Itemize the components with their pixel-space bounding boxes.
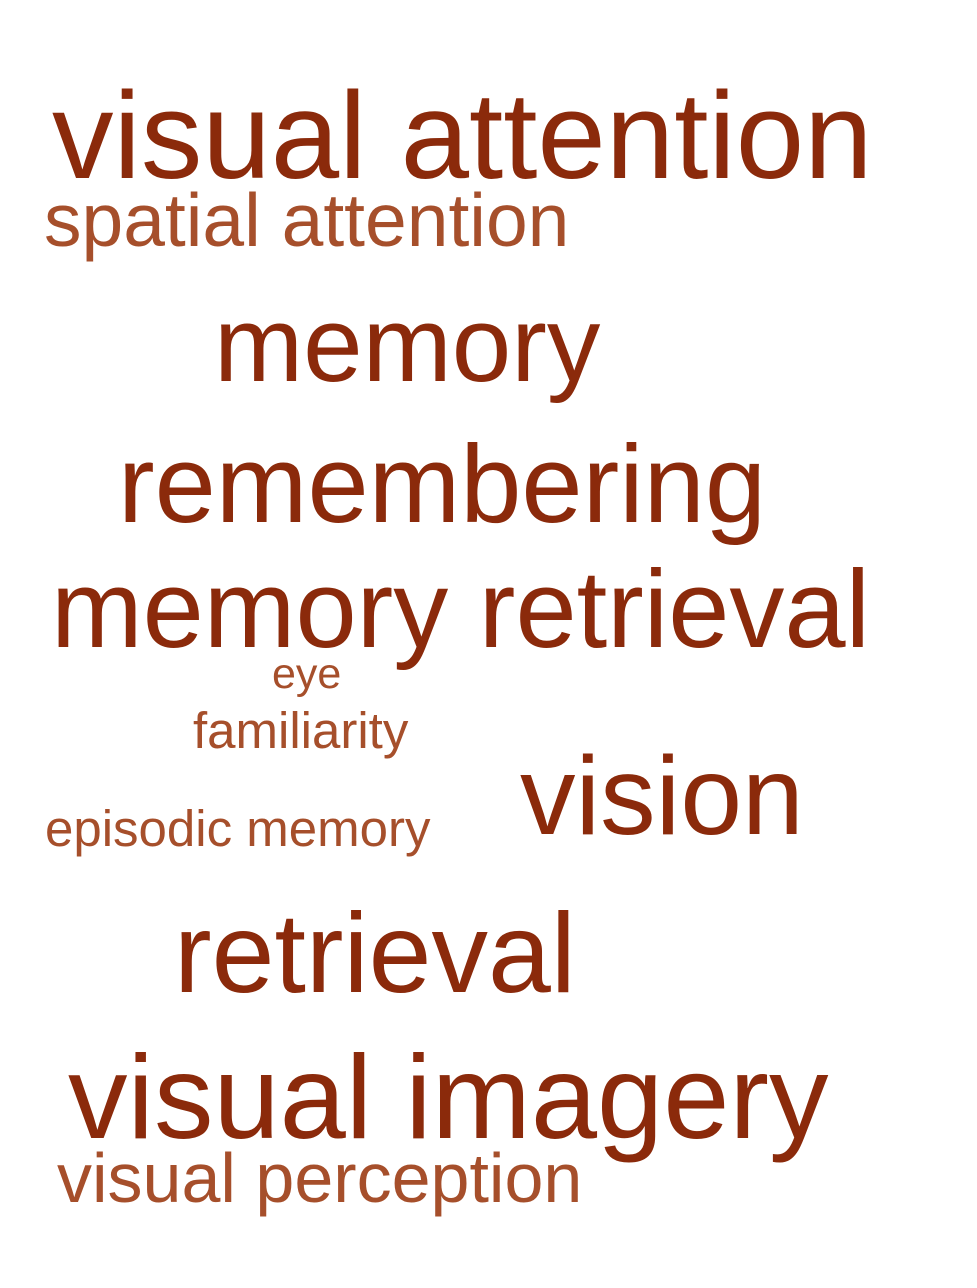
word-visual-imagery: visual imagery bbox=[68, 1031, 829, 1164]
word-memory: memory bbox=[214, 284, 601, 404]
word-episodic-memory: episodic memory bbox=[45, 800, 431, 857]
word-visual-attention: visual attention bbox=[52, 68, 873, 205]
word-familiarity: familiarity bbox=[193, 702, 409, 759]
word-retrieval: retrieval bbox=[174, 890, 576, 1016]
word-remembering: remembering bbox=[118, 423, 767, 546]
word-visual-perception: visual perception bbox=[57, 1139, 583, 1217]
word-memory-retrieval: memory retrieval bbox=[51, 548, 871, 671]
word-eye: eye bbox=[272, 650, 342, 698]
word-spatial-attention: spatial attention bbox=[44, 178, 570, 262]
word-vision: vision bbox=[520, 734, 804, 858]
